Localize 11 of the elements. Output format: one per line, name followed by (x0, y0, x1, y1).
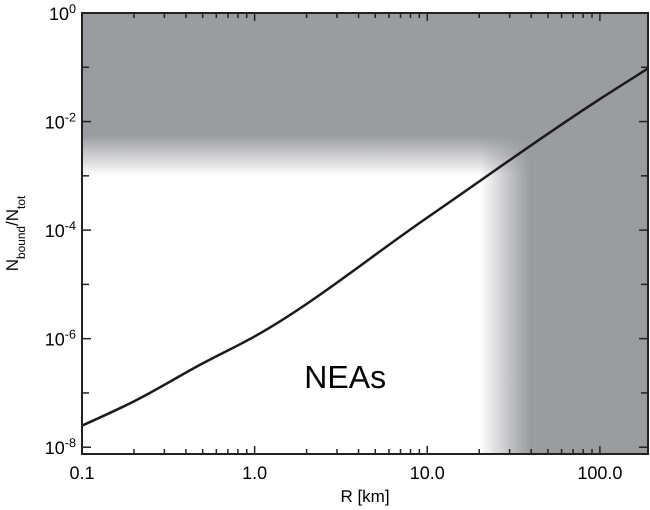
annotation: NEAs (304, 358, 386, 395)
y-tick-label: 10$^{-8}$ (44, 436, 76, 458)
y-tick-label: 10$^{0}$ (48, 2, 76, 24)
x-tick-label: 1.0 (242, 463, 268, 483)
y-tick-label: 10$^{-2}$ (44, 110, 76, 133)
x-axis-title: R [km] (340, 487, 390, 506)
y-tick-label: 10$^{-4}$ (44, 219, 76, 242)
y-tick-label: 10$^{-6}$ (44, 328, 76, 350)
x-tick-label: 0.1 (69, 463, 95, 483)
x-tick-label: 100.0 (577, 463, 622, 483)
x-tick-label: 10.0 (410, 463, 445, 483)
